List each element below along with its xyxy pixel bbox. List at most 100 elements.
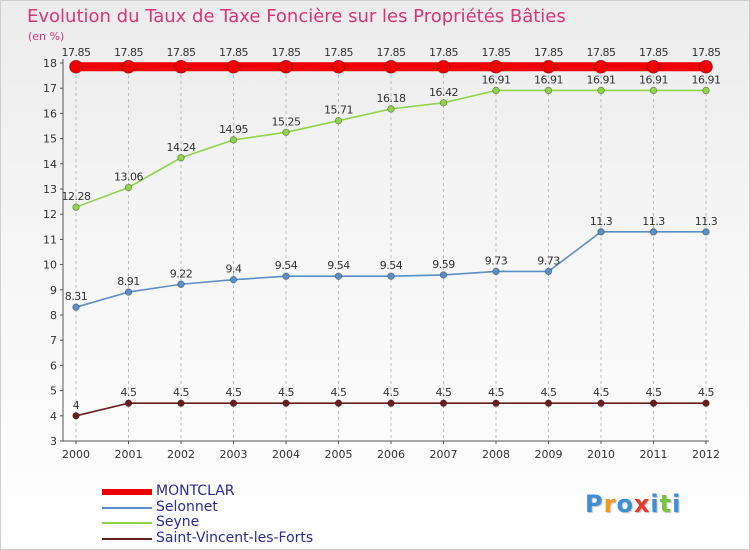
data-label-selonnet: 11.3 xyxy=(590,215,613,228)
data-label-selonnet: 9.22 xyxy=(170,267,193,280)
data-label-seyne: 16.91 xyxy=(482,73,511,86)
data-label-selonnet: 9.73 xyxy=(537,254,560,267)
x-tick-label: 2003 xyxy=(220,448,248,461)
data-point-saint-vincent-les-forts xyxy=(702,399,710,407)
legend-swatch-seyne xyxy=(102,522,152,524)
logo-letter: x xyxy=(633,490,651,518)
data-point-seyne xyxy=(334,117,343,125)
data-label-montclar: 17.85 xyxy=(692,46,721,59)
data-point-montclar xyxy=(594,59,608,74)
logo-letter: t xyxy=(659,490,673,518)
data-label-selonnet: 9.54 xyxy=(380,259,403,272)
data-point-saint-vincent-les-forts xyxy=(597,399,605,407)
data-point-selonnet xyxy=(229,276,238,284)
data-label-selonnet: 9.59 xyxy=(432,258,455,271)
data-point-selonnet xyxy=(649,228,658,236)
data-point-seyne xyxy=(124,183,133,192)
data-label-montclar: 17.85 xyxy=(167,46,196,59)
y-tick-label: 16 xyxy=(43,107,57,120)
data-label-montclar: 17.85 xyxy=(62,46,91,59)
y-tick-label: 10 xyxy=(43,259,57,272)
y-tick-label: 6 xyxy=(50,359,57,372)
data-point-selonnet xyxy=(492,267,500,276)
data-point-saint-vincent-les-forts xyxy=(177,399,185,407)
data-label-saint-vincent-les-forts: 4.5 xyxy=(646,386,662,399)
x-tick-label: 2011 xyxy=(640,448,668,461)
data-point-selonnet xyxy=(124,288,133,296)
y-tick-label: 11 xyxy=(43,233,57,246)
y-axis-unit-label: (en %) xyxy=(28,30,65,43)
data-label-seyne: 16.91 xyxy=(692,73,721,86)
data-point-saint-vincent-les-forts xyxy=(282,399,290,407)
data-point-selonnet xyxy=(544,267,553,276)
data-label-seyne: 16.91 xyxy=(639,73,668,86)
data-label-saint-vincent-les-forts: 4.5 xyxy=(173,386,189,399)
data-point-seyne xyxy=(439,99,448,107)
y-tick-label: 15 xyxy=(43,133,57,146)
x-tick-label: 2005 xyxy=(325,448,353,461)
logo-letter: P xyxy=(585,490,604,518)
data-point-selonnet xyxy=(177,280,185,288)
data-label-montclar: 17.85 xyxy=(534,46,563,59)
legend-swatch-montclar xyxy=(102,489,152,495)
data-label-seyne: 15.71 xyxy=(324,104,353,117)
data-point-montclar xyxy=(646,59,661,74)
data-label-seyne: 16.91 xyxy=(534,73,563,86)
data-label-selonnet: 9.73 xyxy=(485,254,508,267)
data-point-seyne xyxy=(492,86,500,95)
data-label-montclar: 17.85 xyxy=(429,46,458,59)
data-point-montclar xyxy=(384,59,398,74)
y-tick-label: 18 xyxy=(43,57,57,70)
data-point-montclar xyxy=(436,59,451,74)
proxiti-logo: Proxiti xyxy=(585,490,681,518)
logo-letter: r xyxy=(603,490,617,518)
x-tick-label: 2001 xyxy=(115,448,143,461)
data-label-montclar: 17.85 xyxy=(219,46,248,59)
data-point-montclar xyxy=(331,59,346,74)
data-label-seyne: 13.06 xyxy=(114,170,143,183)
data-label-montclar: 17.85 xyxy=(324,46,353,59)
x-tick-label: 2009 xyxy=(535,448,563,461)
y-tick-label: 3 xyxy=(50,435,57,448)
y-tick-label: 14 xyxy=(43,158,57,171)
data-point-montclar xyxy=(69,59,83,74)
data-point-selonnet xyxy=(597,228,605,236)
data-point-selonnet xyxy=(72,303,80,311)
y-tick-label: 8 xyxy=(50,309,57,322)
logo-letter: i xyxy=(650,490,660,518)
y-tick-label: 5 xyxy=(50,385,57,398)
data-point-selonnet xyxy=(387,272,395,280)
data-label-montclar: 17.85 xyxy=(377,46,406,59)
data-label-saint-vincent-les-forts: 4.5 xyxy=(383,386,399,399)
data-point-saint-vincent-les-forts xyxy=(544,399,553,407)
data-label-montclar: 17.85 xyxy=(272,46,301,59)
data-point-saint-vincent-les-forts xyxy=(334,399,343,407)
y-tick-label: 9 xyxy=(50,284,57,297)
x-tick-label: 2002 xyxy=(167,448,195,461)
data-point-saint-vincent-les-forts xyxy=(649,399,658,407)
data-label-seyne: 16.42 xyxy=(429,86,458,99)
data-point-montclar xyxy=(699,59,713,74)
data-point-seyne xyxy=(544,86,553,95)
data-label-saint-vincent-les-forts: 4.5 xyxy=(436,386,452,399)
data-point-selonnet xyxy=(282,272,290,280)
x-tick-label: 2012 xyxy=(692,448,720,461)
data-point-montclar xyxy=(541,59,556,74)
data-point-montclar xyxy=(174,59,188,74)
y-tick-label: 17 xyxy=(43,82,57,95)
legend-swatch-saint-vincent-les-forts xyxy=(102,537,152,540)
data-label-saint-vincent-les-forts: 4 xyxy=(73,399,80,412)
legend-swatch-selonnet xyxy=(102,506,152,509)
x-tick-label: 2010 xyxy=(587,448,615,461)
data-label-selonnet: 9.4 xyxy=(226,263,242,276)
data-point-seyne xyxy=(649,86,658,95)
x-tick-label: 2000 xyxy=(62,448,90,461)
data-label-seyne: 16.18 xyxy=(377,92,406,105)
x-tick-label: 2004 xyxy=(272,448,300,461)
data-point-montclar xyxy=(489,59,503,74)
data-point-selonnet xyxy=(702,228,710,236)
data-point-saint-vincent-les-forts xyxy=(492,399,500,407)
x-tick-label: 2006 xyxy=(377,448,405,461)
data-label-saint-vincent-les-forts: 4.5 xyxy=(331,386,347,399)
